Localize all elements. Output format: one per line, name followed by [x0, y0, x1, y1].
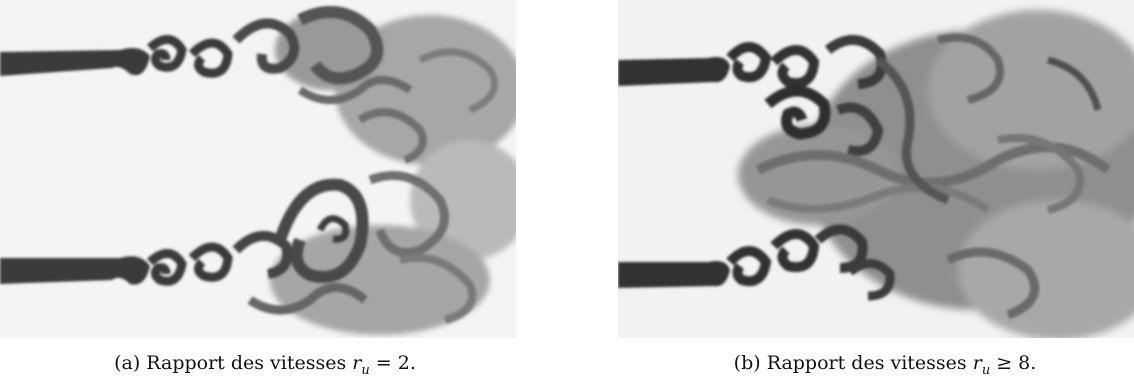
jet-photo-b: [618, 0, 1134, 338]
jet-photo-a: [0, 0, 516, 338]
caption-b: (b) Rapport des vitesses ru ≥ 8.: [733, 352, 1037, 378]
caption-a: (a) Rapport des vitesses ru = 2.: [114, 352, 416, 378]
